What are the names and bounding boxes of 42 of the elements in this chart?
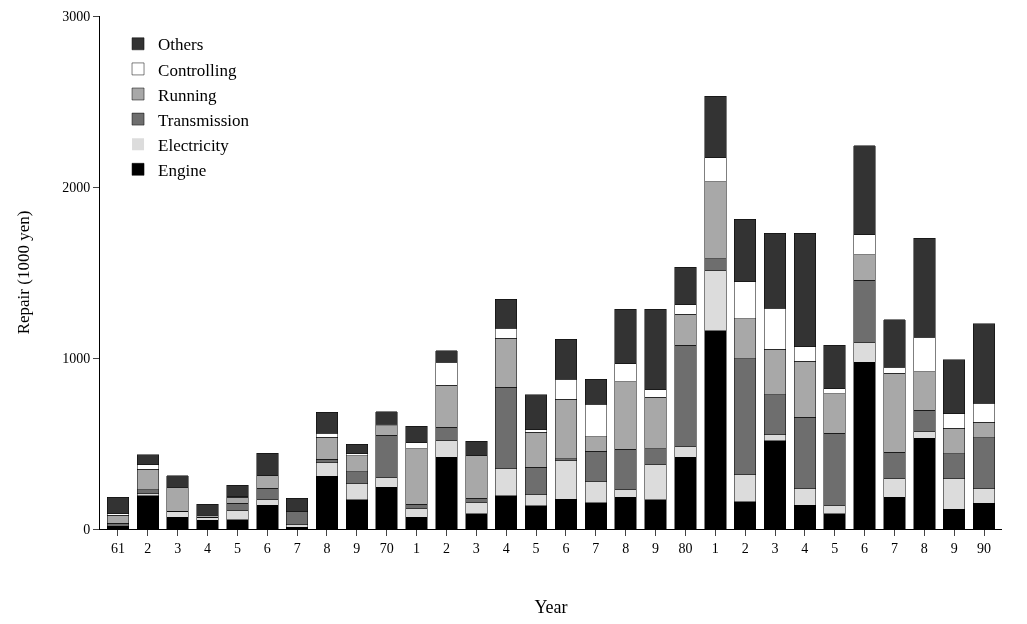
x-tick-label: 1: [413, 540, 421, 556]
legend-label: Electricity: [158, 135, 230, 155]
legend-label: Others: [158, 35, 204, 55]
x-tick-label: 8: [622, 540, 630, 556]
legend-label: Transmission: [158, 110, 250, 130]
x-tick-label: 8: [323, 540, 331, 556]
x-tick-label: 70: [379, 540, 394, 556]
y-tick-label: 3000: [62, 8, 91, 24]
x-tick-label: 61: [110, 540, 125, 556]
x-tick-label: 2: [741, 540, 749, 556]
x-tick-label: 2: [442, 540, 450, 556]
x-tick-label: 5: [233, 540, 241, 556]
legend-label: Engine: [158, 160, 207, 180]
x-tick-label: 6: [562, 540, 570, 556]
x-tick-label: 3: [472, 540, 480, 556]
x-tick-label: 5: [831, 540, 839, 556]
x-tick-label: 9: [652, 540, 660, 556]
x-tick-label: 3: [174, 540, 182, 556]
x-tick-label: 7: [890, 540, 898, 556]
y-tick-label: 1000: [62, 350, 91, 366]
legend-label: Controlling: [158, 60, 237, 80]
x-tick-label: 7: [293, 540, 301, 556]
x-tick-label: 7: [592, 540, 600, 556]
x-tick-label: 6: [263, 540, 271, 556]
x-tick-label: 9: [353, 540, 361, 556]
x-tick-label: 3: [771, 540, 779, 556]
x-tick-label: 4: [204, 540, 212, 556]
x-tick-label: 5: [532, 540, 540, 556]
x-tick-label: 9: [950, 540, 958, 556]
x-tick-label: 90: [977, 540, 992, 556]
x-tick-label: 4: [502, 540, 510, 556]
x-axis-title: Year: [534, 596, 568, 617]
legend-label: Running: [158, 85, 218, 105]
x-tick-label: 1: [711, 540, 719, 556]
y-axis-title: Repair (1000 yen): [13, 210, 33, 335]
y-tick-label: 2000: [62, 179, 91, 195]
x-tick-label: 6: [861, 540, 869, 556]
x-tick-label: 8: [920, 540, 928, 556]
y-tick-label: 0: [83, 521, 91, 537]
x-tick-label: 80: [678, 540, 693, 556]
x-tick-label: 2: [144, 540, 152, 556]
x-tick-label: 4: [801, 540, 809, 556]
